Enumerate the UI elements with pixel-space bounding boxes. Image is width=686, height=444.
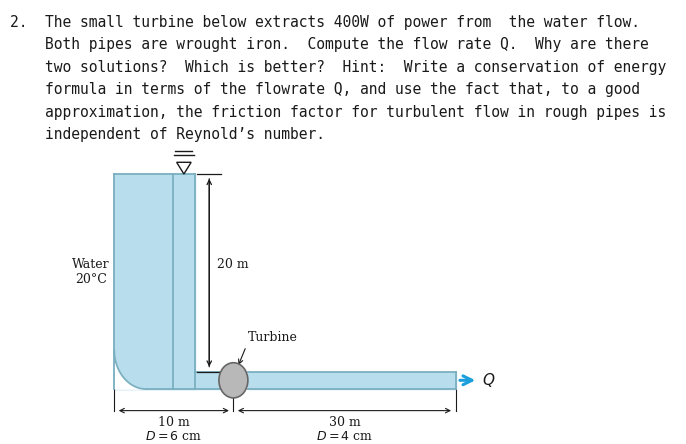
Text: Both pipes are wrought iron.  Compute the flow rate Q.  Why are there: Both pipes are wrought iron. Compute the…	[10, 37, 648, 52]
Polygon shape	[115, 174, 173, 389]
Text: 30 m: 30 m	[329, 416, 360, 429]
Circle shape	[219, 363, 248, 398]
Polygon shape	[147, 372, 233, 389]
Text: two solutions?  Which is better?  Hint:  Write a conservation of energy: two solutions? Which is better? Hint: Wr…	[10, 59, 666, 75]
Text: formula in terms of the flowrate Q, and use the fact that, to a good: formula in terms of the flowrate Q, and …	[10, 82, 639, 97]
Text: $D = 4$ cm: $D = 4$ cm	[316, 430, 373, 443]
Polygon shape	[115, 350, 147, 389]
Polygon shape	[248, 372, 456, 389]
Text: Turbine: Turbine	[248, 331, 298, 344]
Polygon shape	[173, 174, 195, 389]
Text: $D = 6$ cm: $D = 6$ cm	[145, 430, 202, 443]
Text: independent of Reynold’s number.: independent of Reynold’s number.	[10, 127, 324, 142]
Polygon shape	[177, 163, 191, 174]
Text: 10 m: 10 m	[158, 416, 190, 429]
Polygon shape	[115, 350, 147, 389]
Text: Water
20°C: Water 20°C	[72, 258, 110, 286]
Text: $Q$: $Q$	[482, 371, 495, 389]
Text: approximation, the friction factor for turbulent flow in rough pipes is: approximation, the friction factor for t…	[10, 105, 666, 119]
Text: 2.  The small turbine below extracts 400W of power from  the water flow.: 2. The small turbine below extracts 400W…	[10, 15, 639, 30]
Text: 20 m: 20 m	[217, 258, 249, 271]
